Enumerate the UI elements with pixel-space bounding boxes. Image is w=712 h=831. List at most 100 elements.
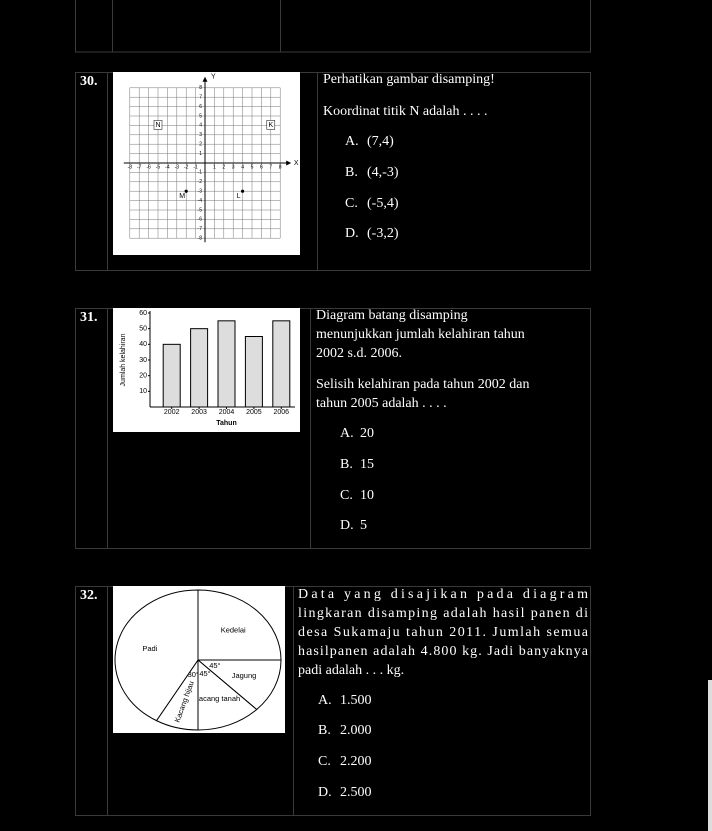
bar <box>190 328 209 408</box>
option-letter: D. <box>318 785 332 800</box>
y-tick-label: 10 <box>139 388 147 395</box>
y-tick-label: -4 <box>198 198 203 204</box>
question: 30.-8 -7 -6 -5 -4 -3 -2 -1 1 2 3 4 5 6 7 8-8-7-6-5-4-3-… <box>75 72 591 271</box>
x-tick-label: 2002 <box>164 409 180 416</box>
option-text: (7,4) <box>367 134 394 149</box>
angle-label: 45° <box>199 669 210 678</box>
option-text: (-3,2) <box>367 226 399 241</box>
pie-slice <box>196 659 282 711</box>
angle-label: 45° <box>209 661 220 670</box>
y-tick-label: 20 <box>139 373 147 380</box>
table-border <box>75 0 591 53</box>
x-tick-label: -1 <box>193 164 198 170</box>
x-tick-label: 6 <box>260 164 263 170</box>
question-number: 30. <box>80 74 98 89</box>
slice-label: Kedelai <box>221 625 246 634</box>
x-tick-label: -5 <box>156 164 161 170</box>
option-text: (-5,4) <box>367 196 399 211</box>
x-tick-label: -8 <box>128 164 133 170</box>
y-tick-label: -8 <box>198 236 203 242</box>
y-tick-label: 1 <box>199 151 202 157</box>
prompt-line: padi adalah . . . kg. <box>298 663 404 678</box>
point-label-box <box>153 120 163 130</box>
x-tick-label: 5 <box>251 164 254 170</box>
option-letter: C. <box>340 488 353 503</box>
x-tick-label: -7 <box>137 164 142 170</box>
figure: -8 -7 -6 -5 -4 -3 -2 -1 1 2 3 4 5 6 7 8-8-7-6-5-4-3-2-1… <box>113 72 300 255</box>
option-text: 2.000 <box>340 723 372 738</box>
arrow <box>202 76 208 82</box>
point-label: N <box>155 122 160 129</box>
prompt-line: Selisih kelahiran pada tahun 2002 dan <box>316 377 529 392</box>
y-tick-label: 3 <box>199 132 202 138</box>
y-tick-label: 60 <box>139 310 147 317</box>
option-letter: C. <box>318 754 331 769</box>
x-tick-label: 2006 <box>274 409 290 416</box>
option-text: 5 <box>360 518 367 533</box>
point-label: M <box>179 193 185 200</box>
question-number: 31. <box>80 310 98 325</box>
x-axis-label: X <box>294 160 299 167</box>
bar <box>162 343 181 408</box>
x-tick-label: 2003 <box>191 409 207 416</box>
y-tick-label: 5 <box>199 113 202 119</box>
y-tick-label: 8 <box>199 85 202 91</box>
option-text: 20 <box>360 426 374 441</box>
arrow <box>286 160 292 166</box>
angle-label: 30° <box>188 670 199 679</box>
y-axis-label: Y <box>211 74 216 81</box>
y-tick-label: 40 <box>139 341 147 348</box>
slice-label: Jagung <box>232 671 257 680</box>
y-tick-label: 30 <box>139 357 147 364</box>
slice-label: Padi <box>142 644 157 653</box>
question-number: 32. <box>80 588 98 603</box>
question: 31. 10 20 30 40 50 60 2002 2003 2004 2005 2006 Tahun… <box>75 308 591 549</box>
x-tick-label: 1 <box>213 164 216 170</box>
figure: 10 20 30 40 50 60 2002 2003 2004 2005 2006 Tahun Jum… <box>113 308 300 432</box>
point <box>184 189 188 193</box>
prompt-line: Perhatikan gambar disamping! <box>323 72 495 87</box>
x-tick-label: -3 <box>175 164 180 170</box>
pie-slice <box>197 658 258 731</box>
x-tick-label: -2 <box>184 164 189 170</box>
option-text: 1.500 <box>340 693 372 708</box>
y-tick-label: 6 <box>199 104 202 110</box>
option-letter: A. <box>318 693 332 708</box>
x-axis-label: Tahun <box>216 420 236 427</box>
option-text: 10 <box>360 488 374 503</box>
y-tick-label: 7 <box>199 95 202 101</box>
prompt-line: Diagram batang disamping <box>316 308 468 323</box>
y-tick-label: -2 <box>198 179 203 185</box>
y-tick-label: 50 <box>139 326 147 333</box>
x-tick-label: 4 <box>241 164 244 170</box>
prompt-line: tahun 2005 adalah . . . . <box>316 396 447 411</box>
prompt-line: 2002 s.d. 2006. <box>316 346 402 361</box>
option-text: (4,-3) <box>367 165 399 180</box>
x-tick-label: -4 <box>165 164 170 170</box>
pie-slice <box>197 589 282 661</box>
point <box>241 189 245 193</box>
slice-label: Kacang tanah <box>194 694 240 703</box>
option-letter: B. <box>318 723 331 738</box>
option-text: 2.500 <box>340 785 372 800</box>
y-tick-label: 4 <box>199 123 202 129</box>
bar <box>244 336 263 408</box>
option-letter: A. <box>345 134 359 149</box>
point-label-box <box>266 120 276 130</box>
y-tick-label: -5 <box>198 207 203 213</box>
prompt-line: Data yang disajikan pada diagram <box>298 587 588 602</box>
option-letter: B. <box>345 165 358 180</box>
option-letter: C. <box>345 196 358 211</box>
x-tick-label: 2 <box>222 164 225 170</box>
y-tick-label: 2 <box>199 142 202 148</box>
bar <box>272 320 291 408</box>
question-border <box>75 308 591 549</box>
option-text: 2.200 <box>340 754 372 769</box>
y-axis-label: Jumlah kelahiran <box>120 333 127 386</box>
x-tick-label: 2005 <box>246 409 262 416</box>
option-letter: D. <box>340 518 354 533</box>
